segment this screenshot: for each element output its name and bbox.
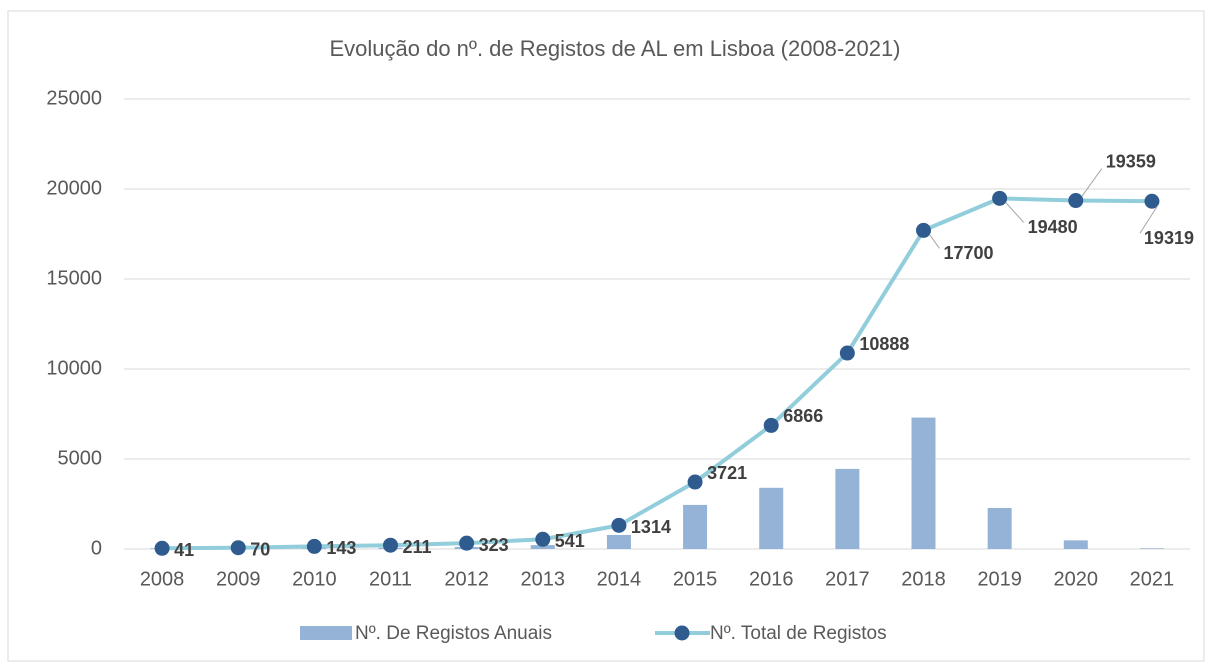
- data-label: 323: [479, 535, 509, 555]
- data-label: 19359: [1106, 151, 1156, 171]
- y-tick-label: 5000: [58, 447, 103, 469]
- data-label: 17700: [944, 243, 994, 263]
- x-tick-label: 2018: [901, 568, 946, 590]
- line-marker: [230, 540, 246, 556]
- data-label: 143: [326, 538, 356, 558]
- bar: [759, 487, 784, 549]
- data-label: 19319: [1144, 228, 1194, 248]
- data-label: 70: [250, 539, 270, 559]
- line-marker: [763, 417, 779, 433]
- y-tick-label: 15000: [46, 267, 102, 289]
- y-tick-label: 25000: [46, 87, 102, 109]
- legend-label: Nº. De Registos Anuais: [355, 623, 552, 644]
- leader-line: [1139, 204, 1159, 234]
- bar: [606, 534, 631, 549]
- bar: [987, 507, 1012, 549]
- legend-label: Nº. Total de Registos: [710, 623, 887, 644]
- line-marker: [992, 190, 1008, 206]
- line-marker: [306, 538, 322, 554]
- x-tick-label: 2020: [1054, 568, 1099, 590]
- line-marker: [459, 535, 475, 551]
- bar: [1139, 548, 1164, 549]
- x-tick-label: 2008: [140, 568, 185, 590]
- x-tick-label: 2015: [673, 568, 718, 590]
- data-label: 19480: [1028, 217, 1078, 237]
- data-label: 211: [403, 537, 432, 557]
- x-tick-label: 2009: [216, 568, 261, 590]
- line-marker: [535, 531, 551, 547]
- x-tick-label: 2014: [597, 568, 642, 590]
- bar: [683, 504, 708, 549]
- x-tick-label: 2016: [749, 568, 794, 590]
- leader-line: [929, 234, 940, 249]
- data-label: 3721: [707, 463, 747, 483]
- y-tick-label: 10000: [46, 357, 102, 379]
- bar: [835, 468, 860, 549]
- line-marker: [1068, 193, 1084, 209]
- x-tick-label: 2017: [825, 568, 870, 590]
- chart-border: [7, 10, 1205, 662]
- chart-title: Evolução do nº. de Registos de AL em Lis…: [329, 36, 900, 61]
- data-label: 541: [555, 531, 585, 551]
- line-marker: [1144, 193, 1160, 209]
- bar: [1063, 540, 1088, 549]
- x-tick-label: 2019: [977, 568, 1022, 590]
- data-label: 41: [174, 540, 194, 560]
- x-tick-label: 2012: [444, 568, 489, 590]
- leader-line: [1081, 168, 1103, 197]
- legend-marker: [674, 625, 690, 641]
- line-marker: [154, 540, 170, 556]
- x-tick-label: 2021: [1130, 568, 1175, 590]
- bar: [911, 417, 936, 549]
- line-marker: [611, 517, 627, 533]
- line-marker: [916, 222, 931, 238]
- data-label: 10888: [859, 334, 909, 354]
- line-marker: [383, 537, 398, 553]
- legend-swatch: [300, 626, 352, 640]
- line: [162, 196, 1152, 551]
- line-marker: [839, 345, 855, 361]
- x-tick-label: 2010: [292, 568, 337, 590]
- data-label: 6866: [783, 406, 823, 426]
- line-marker: [687, 474, 703, 490]
- x-tick-label: 2011: [369, 568, 412, 590]
- y-tick-label: 0: [91, 537, 102, 559]
- leader-line: [1005, 202, 1025, 223]
- y-tick-label: 20000: [46, 177, 102, 199]
- bar: [530, 545, 555, 549]
- x-tick-label: 2013: [521, 568, 566, 590]
- data-label: 1314: [631, 517, 671, 537]
